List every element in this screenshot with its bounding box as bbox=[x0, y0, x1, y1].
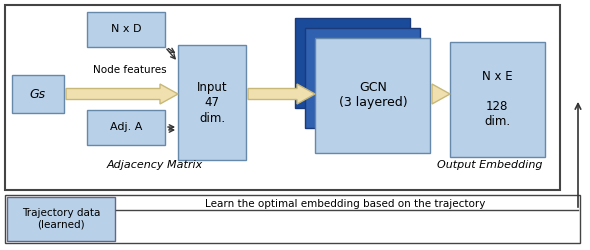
Bar bbox=[295, 18, 410, 108]
Text: Output Embedding: Output Embedding bbox=[437, 160, 543, 170]
Text: Input
47
dim.: Input 47 dim. bbox=[196, 82, 227, 124]
Bar bbox=[178, 45, 246, 160]
Text: Gs: Gs bbox=[30, 88, 46, 101]
Bar bbox=[5, 5, 560, 190]
Text: N x D: N x D bbox=[111, 24, 141, 34]
Bar bbox=[12, 75, 64, 113]
Bar bbox=[315, 38, 430, 153]
Bar bbox=[305, 28, 420, 128]
Text: N x E

128
dim.: N x E 128 dim. bbox=[481, 70, 512, 128]
Text: GCN
(3 layered): GCN (3 layered) bbox=[339, 81, 407, 109]
Bar bbox=[87, 110, 165, 145]
Bar bbox=[7, 197, 115, 241]
Bar bbox=[450, 42, 545, 157]
Polygon shape bbox=[66, 84, 178, 104]
Polygon shape bbox=[432, 84, 450, 104]
Text: Node features: Node features bbox=[93, 65, 167, 75]
Polygon shape bbox=[248, 84, 315, 104]
Text: Learn the optimal embedding based on the trajectory: Learn the optimal embedding based on the… bbox=[205, 199, 485, 209]
Bar bbox=[87, 12, 165, 47]
Text: Adj. A: Adj. A bbox=[110, 122, 142, 132]
Text: Trajectory data
(learned): Trajectory data (learned) bbox=[22, 208, 100, 230]
Text: Adjacency Matrix: Adjacency Matrix bbox=[107, 160, 203, 170]
Bar bbox=[5, 195, 580, 243]
